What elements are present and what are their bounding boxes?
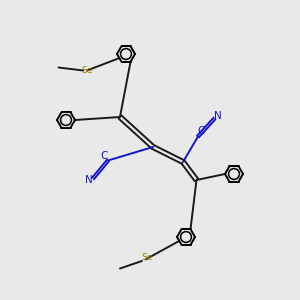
Text: Se: Se [81, 66, 93, 75]
Text: C: C [101, 151, 108, 161]
Text: N: N [85, 175, 92, 185]
Text: C: C [197, 126, 205, 136]
Text: N: N [214, 110, 222, 121]
Text: Se: Se [141, 254, 153, 262]
